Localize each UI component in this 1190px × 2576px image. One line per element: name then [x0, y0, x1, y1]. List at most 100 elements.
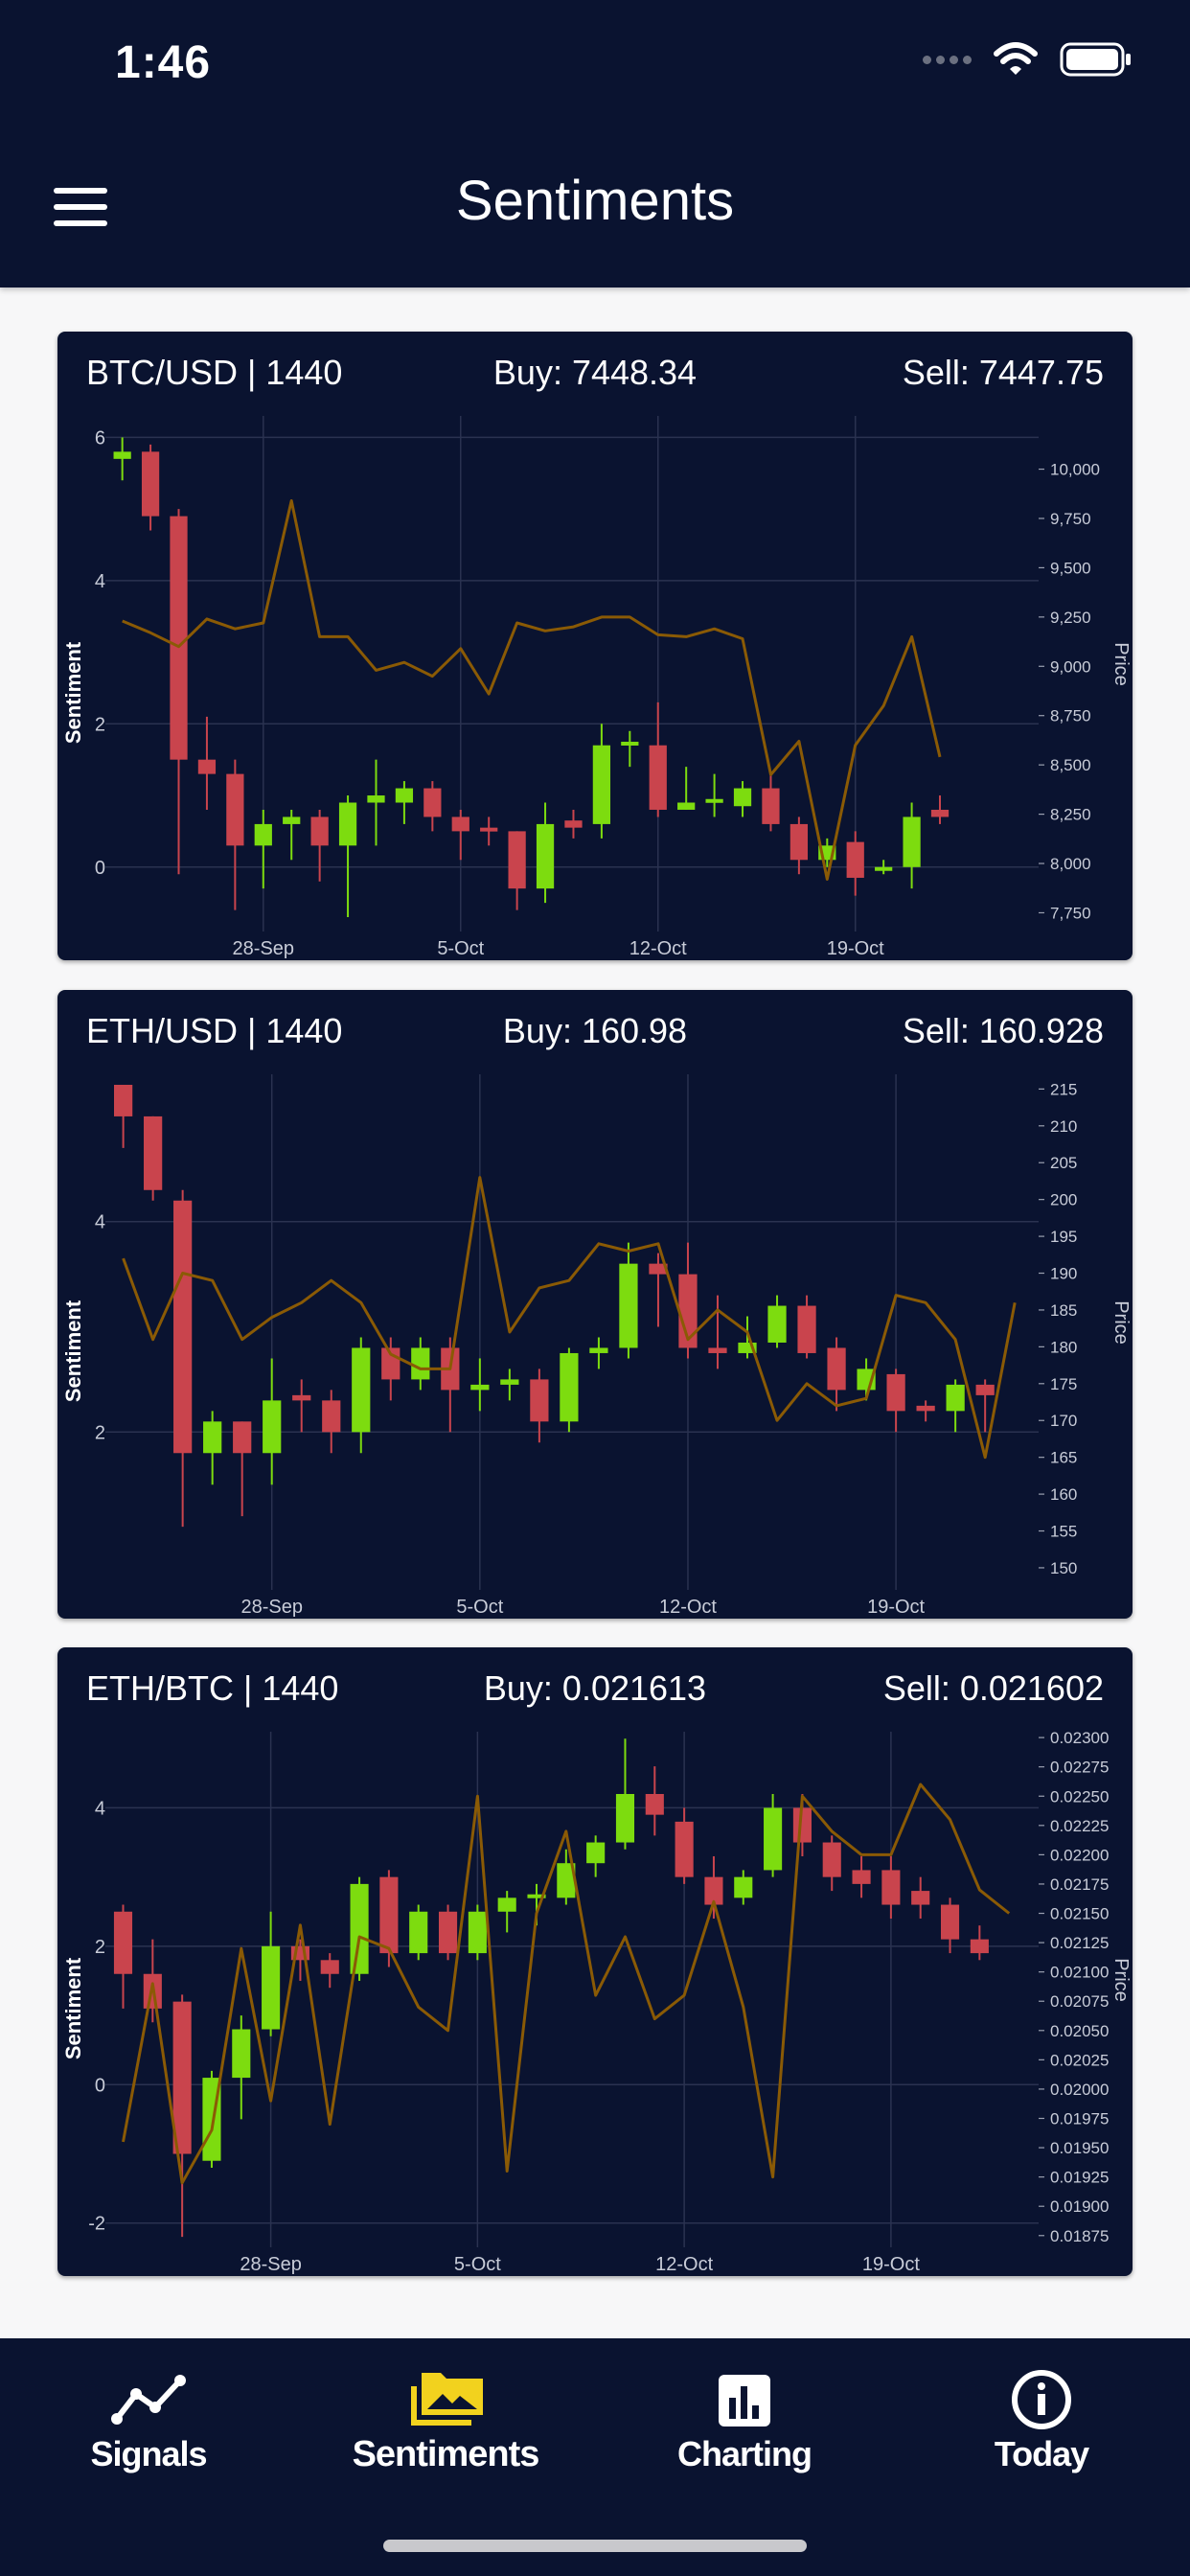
candle [262, 1911, 281, 2036]
candle [500, 1368, 519, 1401]
home-indicator [383, 2540, 807, 2552]
tab-label: Signals [90, 2434, 207, 2473]
candle-body [395, 788, 414, 803]
candle [352, 1337, 371, 1454]
candle-body [621, 741, 639, 746]
candle-body [738, 1342, 757, 1353]
candle-body [411, 1347, 430, 1380]
y2-tick-label: 9,000 [1050, 657, 1091, 676]
status-time: 1:46 [115, 37, 212, 88]
candle-body [172, 2001, 192, 2154]
buy-price: Buy: 0.021613 [483, 1668, 707, 1708]
y2-tick-label: 0.02150 [1050, 1905, 1109, 1923]
candle [677, 767, 696, 810]
candle-body [930, 809, 950, 817]
y-axis-label: Sentiment [61, 1957, 85, 2059]
candle-body [557, 1863, 576, 1898]
candle-body [113, 451, 131, 459]
candle-body [615, 1793, 635, 1843]
line-chart-icon [111, 2375, 186, 2425]
candle-body [970, 1939, 989, 1954]
sentiment-card-btc-usd[interactable]: BTC/USD | 1440 Buy: 7448.34 Sell: 7447.7… [57, 332, 1133, 960]
candle-body [233, 1421, 252, 1454]
candle-body [764, 1807, 783, 1871]
candle [560, 1347, 579, 1433]
candle-body [352, 1347, 371, 1433]
y2-tick-label: 0.02175 [1050, 1875, 1109, 1894]
pair-label: ETH/USD | 1440 [86, 1011, 343, 1050]
sentiment-chart[interactable]: 28-Sep 5-Oct 12-Oct 19-Oct 0 2 4 6 7,750 8,000 8,2… [57, 332, 1133, 960]
app-header: 1:46 Sentiments [0, 0, 1190, 288]
y-tick-label: 2 [95, 1937, 105, 1958]
candle-body [292, 1394, 311, 1401]
sentiment-card-eth-btc[interactable]: ETH/BTC | 1440 Buy: 0.021613 Sell: 0.021… [57, 1647, 1133, 2276]
x-tick-label: 12-Oct [655, 2254, 713, 2275]
candle [708, 1295, 727, 1369]
bottom-tab-bar: Signals Sentiments Charting Today [0, 2338, 1190, 2576]
tab-charting[interactable]: Charting [625, 2338, 864, 2530]
candle-body [263, 1400, 282, 1454]
y-tick-label: 4 [95, 1798, 105, 1819]
candle [678, 1242, 698, 1359]
candle-body [173, 1200, 193, 1454]
candle [367, 759, 385, 846]
candle [797, 1295, 816, 1359]
candle [263, 1358, 282, 1485]
y2-tick-label: 10,000 [1050, 461, 1100, 479]
candle [468, 1904, 487, 1961]
candle-body [767, 1305, 787, 1343]
candle [589, 1337, 608, 1369]
y2-tick-label: 180 [1050, 1338, 1077, 1356]
candle-body [886, 1373, 905, 1412]
tab-sentiments[interactable]: Sentiments [326, 2338, 565, 2530]
candle [764, 1793, 783, 1877]
candle [762, 773, 780, 832]
candle [143, 1939, 162, 2023]
candle-body [675, 1821, 694, 1877]
y2-tick-label: 170 [1050, 1412, 1077, 1430]
candle [886, 1368, 905, 1433]
candle [592, 724, 611, 839]
menu-button[interactable] [54, 188, 107, 226]
candle [767, 1295, 787, 1348]
y-tick-label: -2 [88, 2214, 105, 2235]
candle-body [705, 798, 723, 803]
candle [423, 781, 442, 832]
candle [113, 1084, 133, 1148]
sentiment-chart[interactable]: 28-Sep 5-Oct 12-Oct 19-Oct -2 0 2 4 0.01875 0.019… [57, 1647, 1133, 2276]
tab-today[interactable]: Today [922, 2338, 1161, 2530]
candle [852, 1855, 871, 1898]
tab-signals[interactable]: Signals [29, 2338, 268, 2530]
y2-tick-label: 0.02125 [1050, 1934, 1109, 1952]
candle [649, 1253, 668, 1327]
candle [734, 1870, 753, 1905]
candle [621, 730, 639, 768]
x-tick-label: 12-Oct [629, 938, 687, 959]
sentiment-chart[interactable]: 28-Sep 5-Oct 12-Oct 19-Oct 2 4 150 155 160 165 170… [57, 990, 1133, 1619]
candle-body [975, 1384, 995, 1395]
candle-body [283, 816, 301, 824]
x-tick-label: 12-Oct [659, 1597, 717, 1618]
y2-tick-label: 150 [1050, 1559, 1077, 1577]
x-tick-label: 5-Oct [456, 1597, 503, 1618]
candle-body [619, 1263, 638, 1348]
y2-tick-label: 185 [1050, 1301, 1077, 1320]
candle [827, 1337, 846, 1412]
photo-library-icon [411, 2373, 483, 2426]
candle [975, 1379, 995, 1433]
candle-body [903, 816, 921, 867]
candle-body [500, 1379, 519, 1385]
sentiment-card-eth-usd[interactable]: ETH/USD | 1440 Buy: 160.98 Sell: 160.928… [57, 990, 1133, 1619]
candle-body [940, 1904, 960, 1940]
candle-body [790, 823, 809, 861]
candle [283, 809, 301, 861]
candle [320, 1953, 339, 1989]
y2-tick-label: 0.01925 [1050, 2169, 1109, 2187]
candle [705, 773, 723, 817]
candle [557, 1849, 576, 1905]
y2-tick-label: 0.02275 [1050, 1759, 1109, 1777]
candle-body [881, 1870, 901, 1905]
y2-tick-label: 9,250 [1050, 609, 1091, 627]
battery-icon [1060, 42, 1131, 77]
y-tick-label: 4 [95, 571, 105, 592]
